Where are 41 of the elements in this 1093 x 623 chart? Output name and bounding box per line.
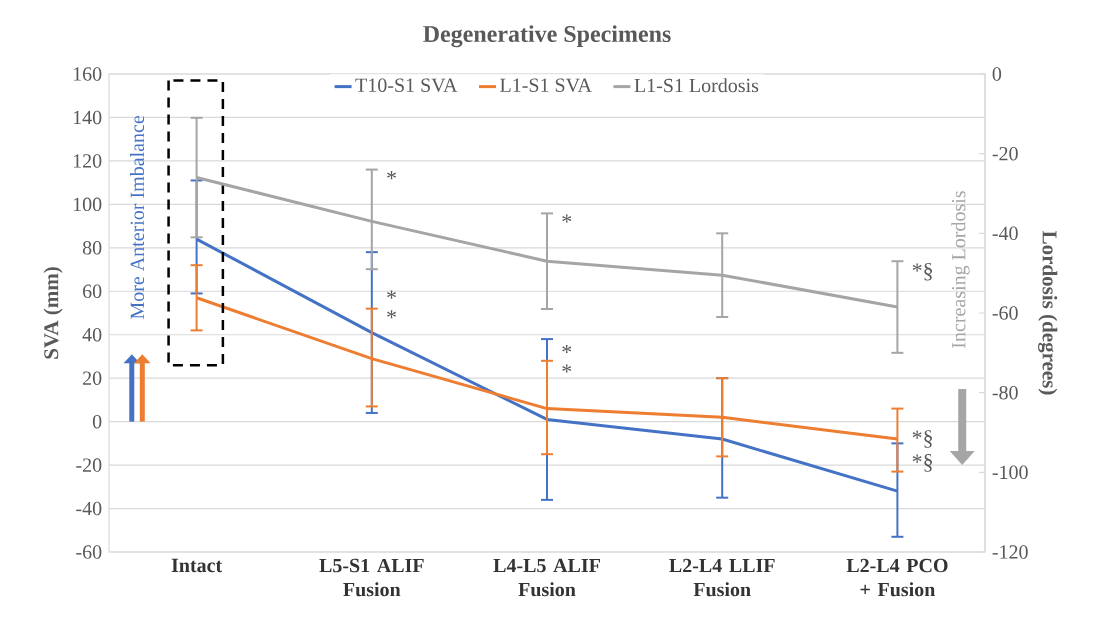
chart-title: Degenerative Specimens [423,25,671,48]
annotation: * [387,290,396,299]
x-tick-label: L2-L4 LLIF Fusion [669,558,775,597]
y-tick-label: 60 [82,284,102,299]
y-tick-label: 0 [92,414,102,429]
y-tick-label: 160 [73,67,102,81]
y-tick-label: 100 [73,197,102,212]
annotation: * [562,214,572,223]
legend-label: L1-S1 Lordosis [634,78,759,93]
y2-tick-label: -120 [992,545,1028,559]
y-tick-label: -20 [76,458,102,472]
y2-tick-label: -80 [992,385,1018,400]
y2-tick-label: -40 [992,226,1018,241]
y-tick-label: 120 [73,154,102,168]
annotation: *§ [912,262,932,281]
annotation: * [387,310,396,319]
y2-tick-label: -60 [992,306,1018,320]
y2-tick-label: 0 [992,67,1002,81]
y-tick-label: -60 [76,545,102,559]
y2-tick-label: -100 [992,465,1028,480]
annotation: More Anterior Imbalance [130,115,145,319]
legend-label: T10-S1 SVA [355,78,458,93]
x-tick-label: L4-L5 ALIF Fusion [493,558,600,597]
annotation: *§ [912,430,932,448]
y2-tick-label: -20 [992,146,1018,161]
annotation: Increasing Lordosis [951,191,970,348]
x-tick-label: Intact [171,558,223,573]
y-tick-label: 80 [82,241,102,255]
annotation: *§ [912,454,932,472]
y-tick-label: 140 [73,110,102,125]
x-tick-label: L2-L4 PCO + Fusion [846,558,948,597]
y-axis-title: SVA (mm) [43,267,63,359]
x-tick-label: L5-S1 ALIF Fusion [319,558,424,597]
annotation: * [562,364,572,373]
y-tick-label: 20 [83,371,102,385]
y-tick-label: 40 [82,327,102,342]
y-tick-label: -40 [76,501,102,516]
annotation: * [387,171,396,180]
annotation: * [562,344,572,353]
legend-label: L1-S1 SVA [500,78,592,93]
y2-axis-title: Lordosis (degrees) [1038,231,1058,395]
